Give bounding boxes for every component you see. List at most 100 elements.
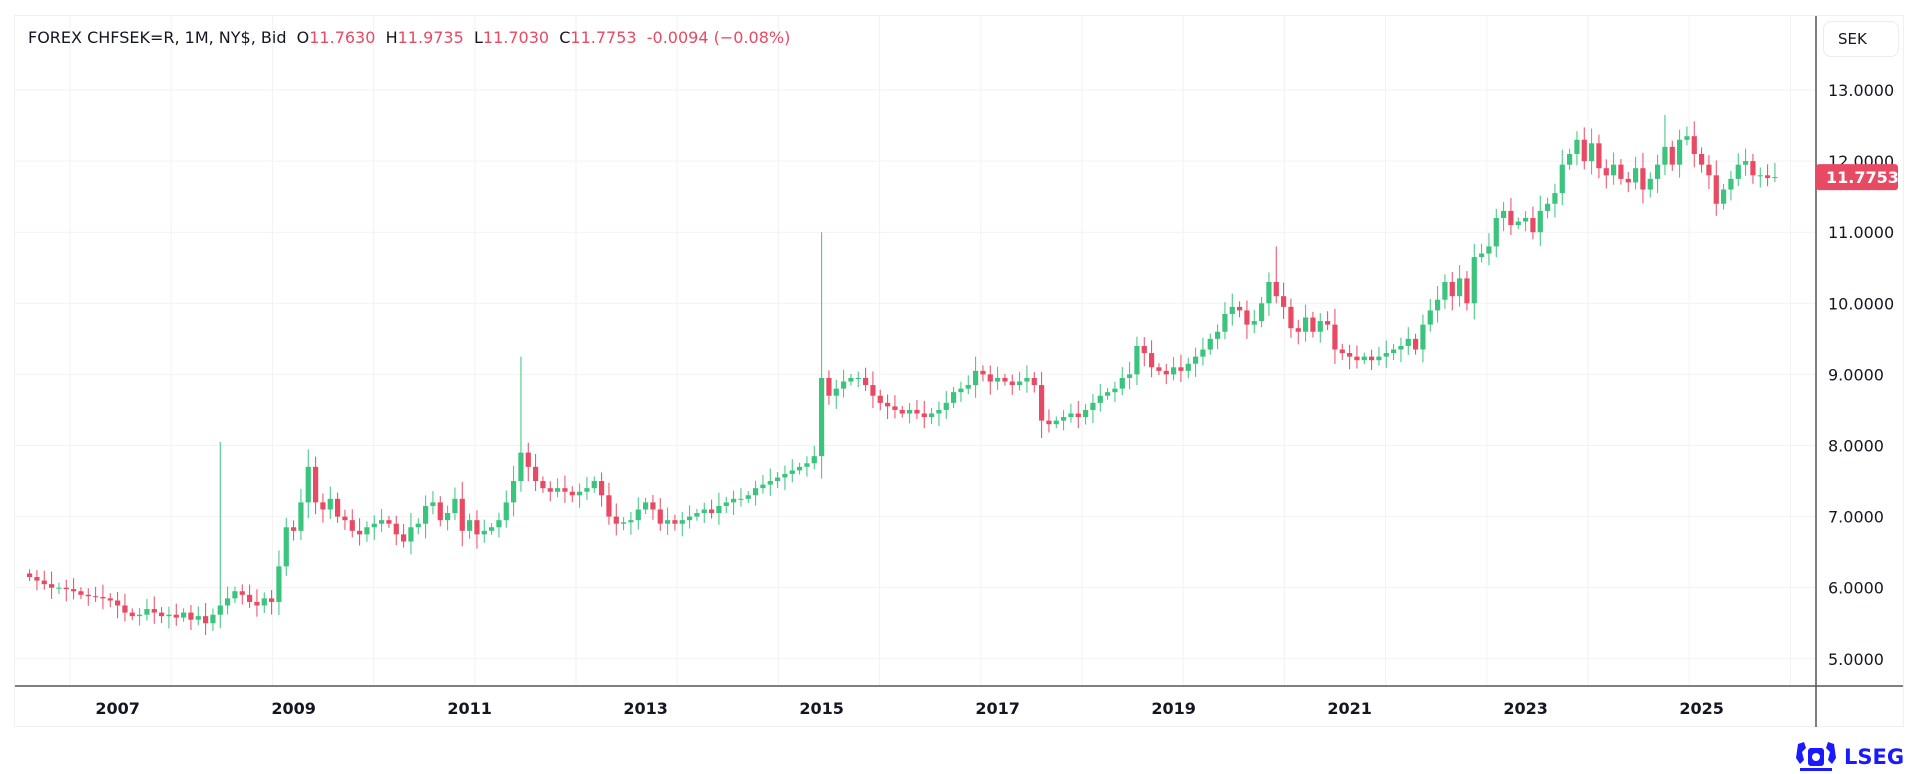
candle-body: [1383, 353, 1389, 357]
candle-body: [1002, 377, 1008, 382]
candle-body: [760, 484, 766, 489]
candle-body: [41, 580, 47, 585]
candle-body: [1222, 313, 1228, 332]
candle-body: [100, 596, 106, 599]
candle-body: [1493, 217, 1499, 247]
symbol-label: FOREX CHFSEK=R, 1M, NY$, Bid: [28, 28, 287, 47]
candle-body: [723, 502, 729, 506]
candle-body: [731, 498, 737, 503]
candle-body: [1391, 349, 1397, 354]
candle-body: [811, 456, 817, 464]
candle-body: [995, 377, 1001, 382]
candle-body: [1552, 193, 1558, 204]
candle-body: [1757, 175, 1763, 177]
x-tick-label: 2025: [1679, 699, 1724, 718]
candle-body: [1347, 353, 1353, 357]
candle-body: [261, 598, 267, 606]
candle-body: [503, 502, 509, 521]
x-tick-label: 2007: [95, 699, 140, 718]
currency-button[interactable]: SEK: [1823, 21, 1899, 57]
candle-body: [63, 587, 69, 590]
candle-body: [980, 370, 986, 375]
candle-body: [819, 377, 825, 457]
x-tick-label: 2011: [447, 699, 492, 718]
candle-body: [965, 385, 971, 389]
candle-body: [672, 520, 678, 524]
candle-body: [1413, 338, 1419, 350]
candle-body: [1728, 178, 1734, 190]
candle-body: [1112, 388, 1118, 393]
candle-body: [232, 591, 238, 599]
close-label: C: [559, 28, 571, 47]
candle-body: [1501, 210, 1507, 218]
candle-body: [547, 488, 553, 492]
candle-body: [1655, 164, 1661, 179]
candle-body: [635, 509, 641, 521]
candle-body: [1684, 136, 1690, 140]
y-tick-label: 7.0000: [1828, 508, 1884, 527]
candle-body: [914, 409, 920, 414]
candle-body: [78, 591, 84, 595]
candle-body: [1105, 392, 1111, 396]
candle-body: [1449, 281, 1455, 297]
candle-body: [665, 520, 671, 524]
candle-body: [269, 598, 275, 602]
candle-body: [166, 614, 172, 617]
candle-body: [1237, 306, 1243, 311]
candle-body: [1083, 409, 1089, 418]
candle-body: [137, 614, 143, 617]
candle-body: [1765, 175, 1771, 178]
candle-body: [745, 495, 751, 499]
candle-body: [569, 491, 575, 496]
candle-body: [481, 530, 487, 535]
candle-body: [151, 609, 157, 613]
candle-body: [430, 502, 436, 506]
candle-body: [1713, 175, 1719, 204]
candle-body: [1457, 278, 1463, 297]
candle-body: [349, 520, 355, 531]
candle-body: [1581, 139, 1587, 162]
candle-body: [335, 498, 341, 517]
candle-body: [775, 477, 781, 482]
candle-body: [1369, 356, 1375, 361]
candle-body: [144, 609, 150, 615]
candle-body: [599, 481, 605, 496]
candle-body: [239, 591, 245, 595]
candle-body: [921, 413, 927, 418]
candle-body: [951, 392, 957, 403]
low-value: 11.7030: [482, 28, 550, 47]
candle-body: [188, 612, 194, 620]
candle-body: [320, 502, 326, 510]
last-price-tag: [1816, 164, 1898, 191]
candle-body: [1251, 321, 1257, 325]
candle-body: [1178, 367, 1184, 371]
candle-body: [467, 520, 473, 531]
candle-body: [987, 374, 993, 382]
last-price-label: 11.7753: [1826, 168, 1899, 187]
candle-body: [562, 488, 568, 492]
high-value: 11.9735: [397, 28, 464, 47]
candle-body: [129, 612, 135, 617]
x-tick-label: 2015: [799, 699, 844, 718]
candle-body: [1310, 317, 1316, 332]
candle-body: [1691, 136, 1697, 154]
candle-body: [115, 600, 121, 606]
candle-body: [716, 505, 722, 514]
candle-body: [767, 481, 773, 485]
candle-body: [1075, 413, 1081, 418]
candle-body: [203, 616, 209, 624]
candle-body: [1479, 253, 1485, 258]
candle-body: [1596, 143, 1602, 169]
candle-body: [753, 488, 759, 496]
candle-body: [1515, 221, 1521, 226]
candle-body: [709, 509, 715, 514]
candle-body: [1611, 164, 1617, 176]
candle-body: [489, 527, 495, 531]
candle-body: [1735, 164, 1741, 179]
candle-body: [357, 530, 363, 535]
candle-body: [1039, 385, 1045, 421]
candle-body: [1523, 217, 1529, 222]
candle-body: [511, 481, 517, 503]
candle-body: [1185, 363, 1191, 371]
